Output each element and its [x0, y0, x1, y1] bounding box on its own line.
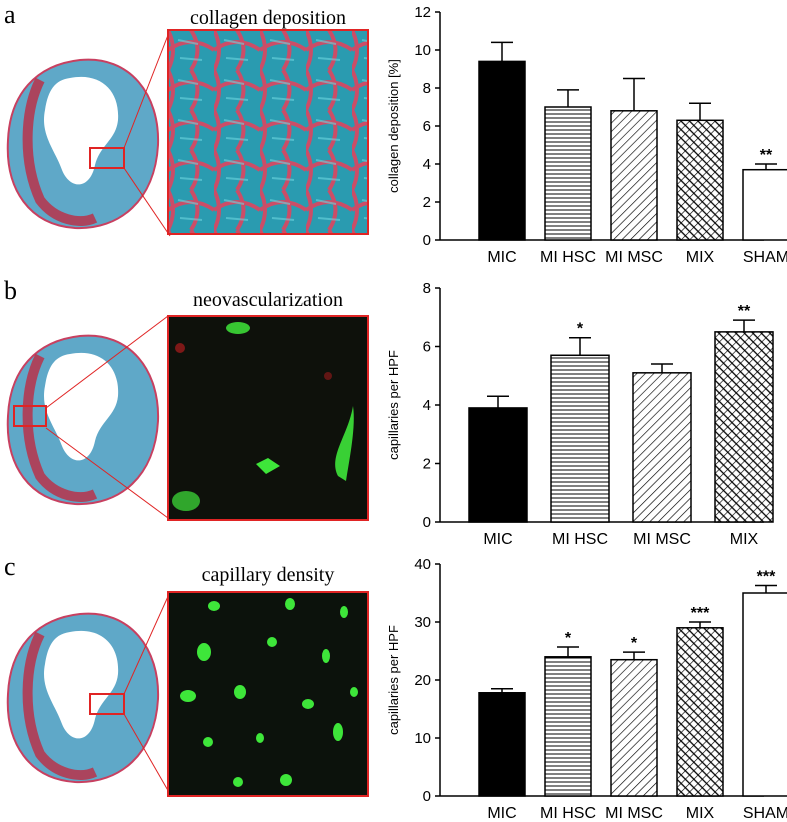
micro-title-a: collagen deposition	[189, 7, 347, 29]
x-tick-label: MI MSC	[605, 249, 663, 266]
infarct-band	[22, 77, 98, 226]
y-tick-label: 0	[423, 788, 431, 805]
y-tick-label: 12	[414, 4, 431, 21]
panel-letter-b: b	[4, 276, 17, 305]
x-tick-label: MI MSC	[633, 531, 691, 548]
chart-neovascularization: 0 2 4 6 8 capillaries per HPF MIC * MI HSC MI MSC…	[386, 280, 774, 548]
y-tick-label: 8	[423, 280, 431, 297]
x-tick-label: SHAM	[743, 249, 787, 266]
zoom-box	[89, 693, 125, 715]
heart-section-c	[6, 612, 160, 784]
bar-sham	[742, 168, 787, 241]
bar-mic	[478, 692, 526, 797]
micrograph-capillary-density	[167, 591, 369, 797]
y-tick-label: 30	[414, 614, 431, 631]
significance-marker: *	[577, 321, 584, 338]
micrograph-neovascularization	[167, 315, 369, 521]
x-tick-label: MIX	[686, 805, 715, 822]
significance-marker: ***	[691, 605, 710, 622]
x-tick-label: MIX	[686, 249, 715, 266]
bar-mi-msc	[610, 658, 658, 797]
x-tick-label: MI MSC	[605, 805, 663, 822]
panel-letter-a: a	[4, 0, 16, 29]
y-axis-label: capillaries per HPF	[386, 625, 401, 735]
bar-mic	[468, 407, 528, 523]
lumen	[43, 76, 119, 185]
significance-marker: ***	[757, 568, 776, 585]
heart-section-a	[6, 58, 160, 230]
x-tick-label: MI HSC	[540, 805, 596, 822]
micro-title-b: neovascularization	[193, 289, 343, 311]
zoom-box	[13, 405, 47, 427]
bar-mi-msc	[632, 372, 692, 523]
x-tick-label: MIC	[487, 249, 516, 266]
y-axis-label: collagen deposition [%]	[386, 59, 401, 193]
zoom-lines-a	[123, 29, 171, 237]
y-tick-label: 20	[414, 672, 431, 689]
y-tick-label: 6	[423, 118, 431, 135]
zoom-lines-b	[45, 315, 169, 519]
zoom-lines-c	[123, 591, 171, 795]
y-tick-label: 2	[423, 456, 431, 473]
y-tick-label: 10	[414, 42, 431, 59]
x-tick-label: MIC	[487, 805, 516, 822]
y-tick-label: 10	[414, 730, 431, 747]
micro-title-c: capillary density	[201, 564, 335, 586]
bar-sham	[742, 592, 787, 797]
heart-section-b	[6, 334, 160, 506]
x-tick-label: MIC	[483, 531, 512, 548]
significance-marker: *	[565, 630, 572, 647]
bar-mix	[676, 627, 724, 797]
y-tick-label: 4	[423, 156, 431, 173]
y-axis-label: capillaries per HPF	[386, 350, 401, 460]
x-tick-label: SHAM	[743, 805, 787, 822]
panel-letter-c: c	[4, 552, 16, 581]
x-tick-label: MIX	[730, 531, 759, 548]
micrograph-collagen	[167, 29, 369, 235]
bar-mi-hsc	[544, 106, 592, 241]
y-tick-label: 4	[423, 397, 431, 414]
significance-marker: **	[738, 303, 751, 320]
y-tick-label: 0	[423, 514, 431, 531]
x-tick-label: MI HSC	[552, 531, 608, 548]
y-tick-label: 0	[423, 232, 431, 249]
y-tick-label: 6	[423, 339, 431, 356]
bar-mi-hsc	[550, 354, 610, 523]
bar-mix	[714, 331, 774, 523]
y-tick-label: 2	[423, 194, 431, 211]
y-tick-label: 8	[423, 80, 431, 97]
significance-marker: *	[631, 635, 638, 652]
bar-mic	[478, 60, 526, 241]
bar-mi-msc	[610, 110, 658, 241]
chart-capillary-density: 0 10 20 30 40 capillaries per HPF MIC * MI HSC * M…	[386, 556, 787, 822]
significance-marker: **	[760, 147, 773, 164]
zoom-box	[89, 147, 125, 169]
x-tick-label: MI HSC	[540, 249, 596, 266]
bar-mi-hsc	[544, 656, 592, 797]
bar-mix	[676, 119, 724, 241]
chart-collagen: 0 2 4 6 8 10 12 collagen deposition [%] MIC MI HS…	[386, 4, 787, 266]
y-tick-label: 40	[414, 556, 431, 573]
